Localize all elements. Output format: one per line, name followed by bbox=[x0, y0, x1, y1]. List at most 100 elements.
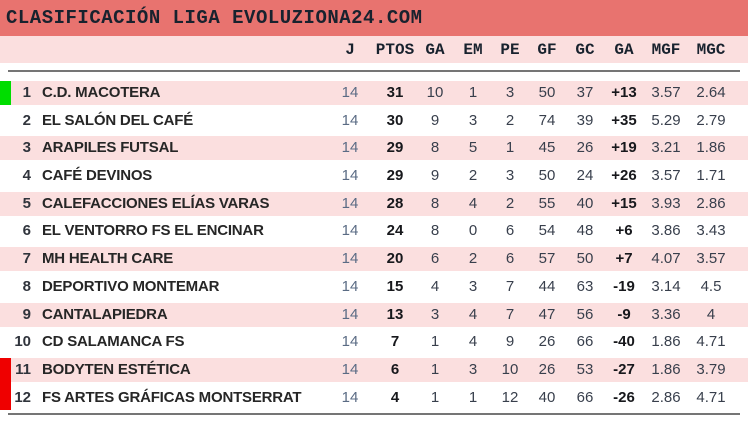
stat-mgf: 3.93 bbox=[651, 194, 681, 212]
stat-j: 14 bbox=[341, 277, 359, 295]
table-row: 5 CALEFACCIONES ELÍAS VARAS 14 28 8 4 2 55 40 +15… bbox=[0, 191, 748, 216]
position-number: 4 bbox=[22, 167, 31, 185]
stat-ga: 9 bbox=[430, 111, 440, 129]
stat-ptos: 13 bbox=[386, 305, 404, 323]
stat-mgf: 1.86 bbox=[651, 360, 681, 378]
stat-ptos: 24 bbox=[386, 222, 404, 240]
stat-gf: 74 bbox=[538, 111, 556, 129]
stat-mgf: 3.57 bbox=[651, 84, 681, 101]
stat-ptos: 15 bbox=[386, 277, 404, 295]
team-name: C.D. MACOTERA bbox=[42, 84, 161, 101]
stat-pe: 10 bbox=[501, 360, 519, 378]
stat-dif: +35 bbox=[611, 111, 637, 129]
stat-gf: 54 bbox=[538, 222, 556, 240]
page-title: CLASIFICACIÓN LIGA EVOLUZIONA24.COM bbox=[6, 7, 423, 29]
stat-mgc: 1.86 bbox=[696, 139, 726, 157]
stat-pe: 1 bbox=[505, 139, 515, 157]
stat-mgc: 3.57 bbox=[696, 250, 726, 268]
position-number: 8 bbox=[22, 277, 31, 295]
column-header-ptos: PTOS bbox=[375, 40, 415, 59]
position-number: 1 bbox=[22, 84, 31, 101]
stat-pe: 12 bbox=[501, 388, 519, 406]
stat-gc: 37 bbox=[576, 84, 594, 101]
stat-gf: 40 bbox=[538, 388, 556, 406]
team-name: CALEFACCIONES ELÍAS VARAS bbox=[42, 194, 270, 212]
stat-gc: 48 bbox=[576, 222, 594, 240]
relegation-marker bbox=[0, 357, 11, 386]
column-header-em: EM bbox=[463, 40, 483, 59]
position-number: 6 bbox=[22, 222, 31, 240]
stat-j: 14 bbox=[341, 167, 359, 185]
stat-em: 1 bbox=[468, 84, 478, 101]
stat-em: 5 bbox=[468, 139, 478, 157]
stat-mgc: 4.71 bbox=[696, 388, 726, 406]
team-name: BODYTEN ESTÉTICA bbox=[42, 360, 191, 378]
table-row: 10 CD SALAMANCA FS 14 7 1 4 9 26 66 -40 1.86 4.71 bbox=[0, 330, 748, 355]
stat-em: 4 bbox=[468, 194, 478, 212]
team-name: CD SALAMANCA FS bbox=[42, 333, 185, 351]
stat-pe: 6 bbox=[505, 250, 515, 268]
stat-dif: +13 bbox=[611, 84, 637, 101]
stat-ptos: 4 bbox=[390, 388, 400, 406]
separator-line-top bbox=[8, 70, 740, 72]
stat-pe: 6 bbox=[505, 222, 515, 240]
stat-gf: 26 bbox=[538, 360, 556, 378]
stat-gf: 50 bbox=[538, 167, 556, 185]
stat-ga: 1 bbox=[430, 360, 440, 378]
stat-mgf: 3.36 bbox=[651, 305, 681, 323]
stat-mgc: 4 bbox=[706, 305, 716, 323]
position-number: 5 bbox=[22, 194, 31, 212]
stat-mgc: 4.71 bbox=[696, 333, 726, 351]
stat-pe: 2 bbox=[505, 194, 515, 212]
stat-j: 14 bbox=[341, 111, 359, 129]
promotion-marker bbox=[0, 81, 11, 105]
table-row: 1 C.D. MACOTERA 14 31 10 1 3 50 37 +13 3.57 2.64 bbox=[0, 81, 748, 105]
stat-ga: 1 bbox=[430, 333, 440, 351]
stat-em: 1 bbox=[468, 388, 478, 406]
stat-j: 14 bbox=[341, 222, 359, 240]
stat-pe: 7 bbox=[505, 305, 515, 323]
stat-ptos: 28 bbox=[386, 194, 404, 212]
stat-em: 3 bbox=[468, 360, 478, 378]
stat-ptos: 20 bbox=[386, 250, 404, 268]
stat-pe: 3 bbox=[505, 167, 515, 185]
stat-gf: 44 bbox=[538, 277, 556, 295]
stat-em: 2 bbox=[468, 250, 478, 268]
position-number: 9 bbox=[22, 305, 31, 323]
table-row: 7 MH HEALTH CARE 14 20 6 2 6 57 50 +7 4.07 3.57 bbox=[0, 247, 748, 272]
position-number: 7 bbox=[22, 250, 31, 268]
stat-dif: -9 bbox=[617, 305, 631, 323]
stat-mgf: 3.21 bbox=[651, 139, 681, 157]
stat-em: 2 bbox=[468, 167, 478, 185]
stat-gc: 63 bbox=[576, 277, 594, 295]
column-header-gc: GC bbox=[575, 40, 595, 59]
column-header-mgc: MGC bbox=[696, 40, 726, 59]
stat-em: 4 bbox=[468, 305, 478, 323]
column-header-gf: GF bbox=[537, 40, 557, 59]
stat-pe: 2 bbox=[505, 111, 515, 129]
stat-pe: 7 bbox=[505, 277, 515, 295]
stat-dif: -27 bbox=[613, 360, 635, 378]
team-name: CAFÉ DEVINOS bbox=[42, 167, 153, 185]
stat-gc: 66 bbox=[576, 388, 594, 406]
stat-mgf: 1.86 bbox=[651, 333, 681, 351]
stat-j: 14 bbox=[341, 360, 359, 378]
stat-mgc: 2.79 bbox=[696, 111, 726, 129]
stat-ga: 8 bbox=[430, 139, 440, 157]
stat-ga: 9 bbox=[430, 167, 440, 185]
stat-pe: 9 bbox=[505, 333, 515, 351]
stat-gc: 53 bbox=[576, 360, 594, 378]
stat-pe: 3 bbox=[505, 84, 515, 101]
stat-gc: 26 bbox=[576, 139, 594, 157]
stat-ptos: 6 bbox=[390, 360, 400, 378]
stat-ga: 3 bbox=[430, 305, 440, 323]
stat-gf: 26 bbox=[538, 333, 556, 351]
column-header-mgf: MGF bbox=[651, 40, 681, 59]
column-header-ga: GA bbox=[425, 40, 445, 59]
column-header-pe: PE bbox=[500, 40, 520, 59]
separator-line-bottom bbox=[8, 413, 740, 416]
stat-j: 14 bbox=[341, 305, 359, 323]
table-row: 6 EL VENTORRO FS EL ENCINAR 14 24 8 0 6 54 48 +6 3… bbox=[0, 219, 748, 244]
stat-em: 3 bbox=[468, 277, 478, 295]
team-name: CANTALAPIEDRA bbox=[42, 305, 168, 323]
